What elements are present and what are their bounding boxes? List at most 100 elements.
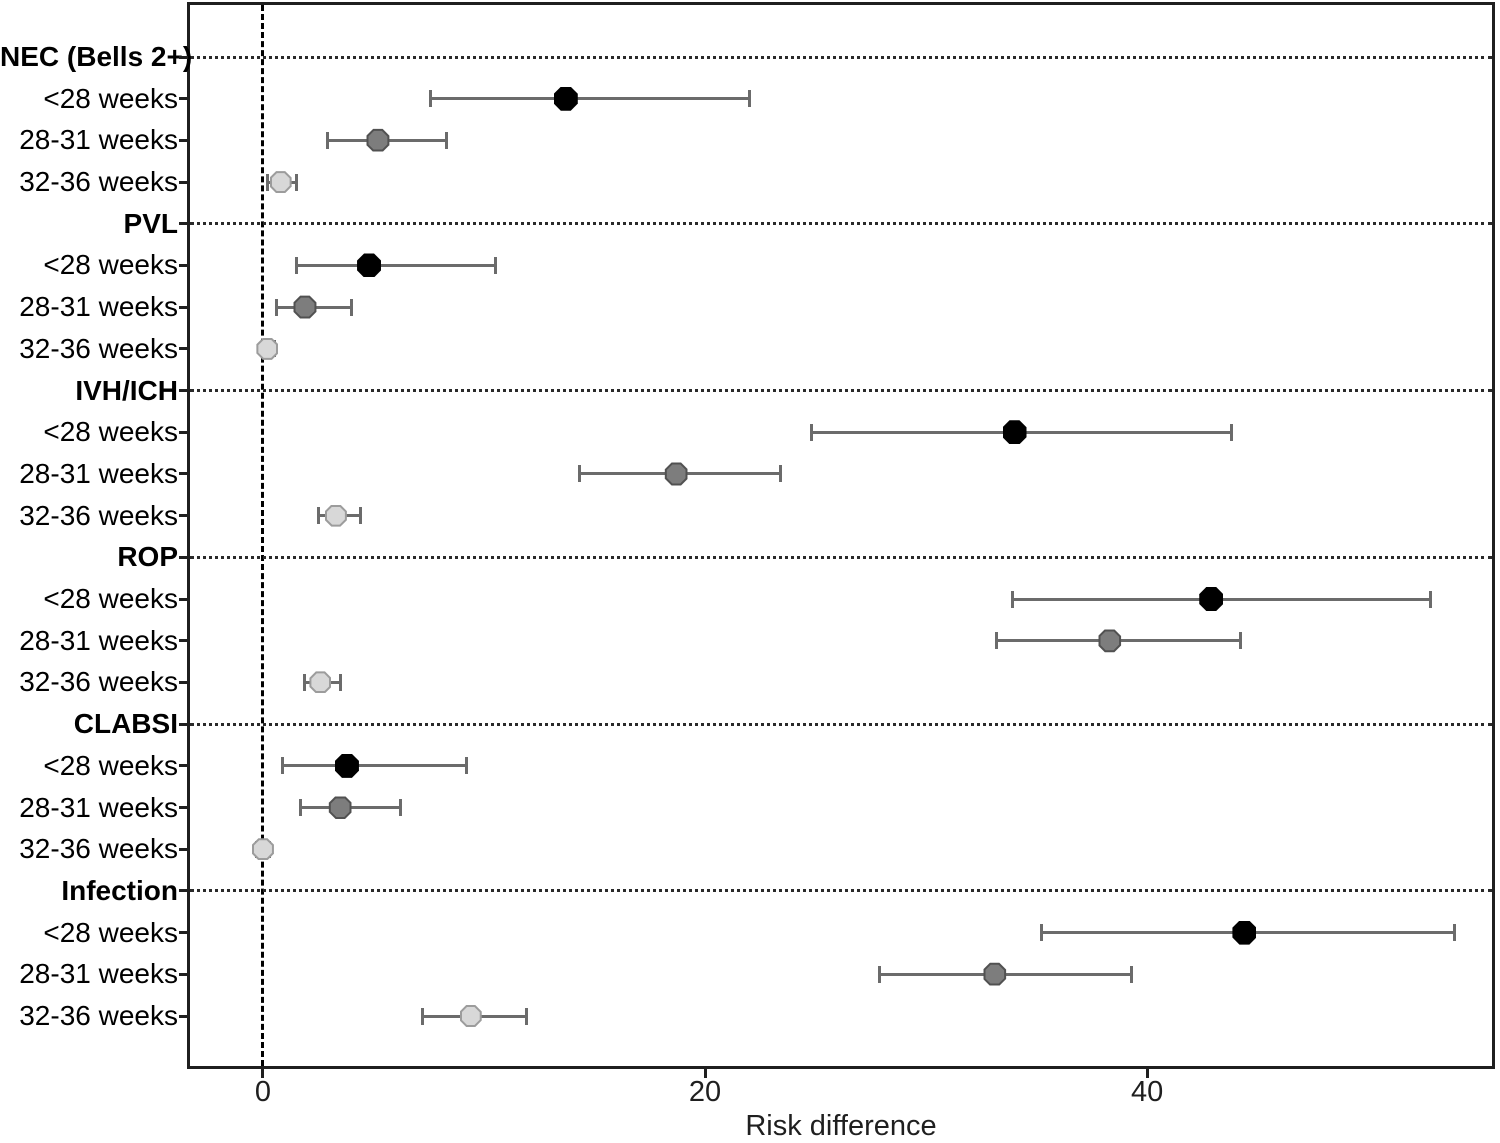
point-marker xyxy=(357,253,382,278)
point-marker xyxy=(309,671,332,694)
point-marker-fill xyxy=(336,755,357,776)
ci-cap-right xyxy=(349,298,353,316)
row-label: 28-31 weeks xyxy=(19,958,178,990)
y-tick xyxy=(179,389,188,393)
point-marker-fill xyxy=(1201,589,1222,610)
y-tick xyxy=(179,1014,188,1018)
ci-cap-left xyxy=(274,298,278,316)
point-marker-fill xyxy=(311,673,330,692)
row-label: 32-36 weeks xyxy=(19,666,178,698)
row-label: <28 weeks xyxy=(43,916,178,948)
ci-bar xyxy=(296,263,496,267)
ci-cap-right xyxy=(524,1007,528,1025)
group-header-label: ROP xyxy=(117,541,178,573)
ci-cap-left xyxy=(809,423,813,441)
point-marker xyxy=(256,337,279,360)
x-tick xyxy=(703,1069,707,1078)
ci-cap-left xyxy=(265,173,269,191)
y-tick xyxy=(179,514,188,518)
ci-bar xyxy=(282,764,467,768)
y-tick xyxy=(179,55,188,59)
x-tick xyxy=(1145,1069,1149,1078)
ci-cap-left xyxy=(995,632,999,650)
ci-cap-left xyxy=(420,1007,424,1025)
y-tick xyxy=(179,931,188,935)
x-tick-label: 40 xyxy=(1131,1076,1164,1108)
row-label: 28-31 weeks xyxy=(19,791,178,823)
point-marker xyxy=(324,504,347,527)
group-header-label: CLABSI xyxy=(73,708,178,740)
point-marker-fill xyxy=(461,1007,480,1025)
row-label: <28 weeks xyxy=(43,249,178,281)
point-marker xyxy=(983,962,1007,986)
y-tick xyxy=(179,764,188,768)
group-header-label: NEC (Bells 2+) xyxy=(0,41,193,72)
ci-cap-right xyxy=(464,757,468,775)
group-header-label: PVL xyxy=(123,207,178,239)
point-marker xyxy=(366,128,390,152)
y-tick xyxy=(179,889,188,893)
point-marker xyxy=(334,753,359,778)
ci-cap-left xyxy=(303,673,307,691)
group-header-label: Infection xyxy=(61,874,178,906)
group-divider-line xyxy=(190,389,1492,393)
group-header-label: IVH/ICH xyxy=(75,374,178,406)
y-tick xyxy=(179,597,188,601)
y-tick xyxy=(179,97,188,101)
row-label: <28 weeks xyxy=(43,82,178,114)
ci-cap-left xyxy=(294,256,298,274)
y-tick xyxy=(179,472,188,476)
point-marker-fill xyxy=(555,88,576,109)
point-marker-fill xyxy=(1004,422,1025,443)
point-marker xyxy=(269,171,292,194)
row-label: <28 weeks xyxy=(43,749,178,781)
point-marker xyxy=(251,838,274,861)
ci-cap-right xyxy=(444,131,448,149)
ci-cap-right xyxy=(294,173,298,191)
point-marker xyxy=(328,796,352,820)
point-marker xyxy=(553,86,578,111)
point-marker xyxy=(459,1005,482,1027)
point-marker-fill xyxy=(258,339,277,358)
y-tick xyxy=(179,222,188,226)
y-tick xyxy=(179,806,188,810)
ci-cap-left xyxy=(325,131,329,149)
row-label: 32-36 weeks xyxy=(19,833,178,865)
y-tick xyxy=(179,347,188,351)
ci-cap-left xyxy=(1039,924,1043,942)
ci-cap-left xyxy=(316,507,320,525)
ci-cap-left xyxy=(281,757,285,775)
ci-cap-left xyxy=(577,465,581,483)
row-label: 28-31 weeks xyxy=(19,124,178,156)
point-marker-fill xyxy=(1100,631,1120,651)
y-tick xyxy=(179,639,188,643)
point-marker-fill xyxy=(1234,922,1255,943)
y-tick xyxy=(179,555,188,559)
x-tick xyxy=(261,1069,265,1078)
x-tick-label: 20 xyxy=(688,1076,722,1108)
y-tick xyxy=(179,138,188,142)
ci-cap-right xyxy=(493,256,497,274)
ci-bar xyxy=(430,97,750,101)
point-marker-fill xyxy=(330,798,350,818)
plot-panel xyxy=(187,2,1495,1069)
row-label: 32-36 weeks xyxy=(19,1000,178,1031)
point-marker-fill xyxy=(666,464,686,484)
point-marker-fill xyxy=(985,964,1005,984)
row-label: 32-36 weeks xyxy=(19,499,178,531)
x-tick-label: 0 xyxy=(254,1076,272,1108)
point-marker xyxy=(1002,420,1027,445)
ci-cap-right xyxy=(1428,590,1432,608)
row-label: 28-31 weeks xyxy=(19,457,178,489)
group-divider-line xyxy=(190,722,1492,726)
ci-cap-left xyxy=(878,965,882,983)
y-tick xyxy=(179,305,188,309)
point-marker xyxy=(1199,587,1224,612)
ci-cap-right xyxy=(1452,924,1456,942)
ci-cap-right xyxy=(358,507,362,525)
point-marker xyxy=(664,462,688,486)
zero-reference-line xyxy=(261,5,265,1066)
point-marker-fill xyxy=(271,173,290,192)
ci-cap-right xyxy=(1229,423,1233,441)
